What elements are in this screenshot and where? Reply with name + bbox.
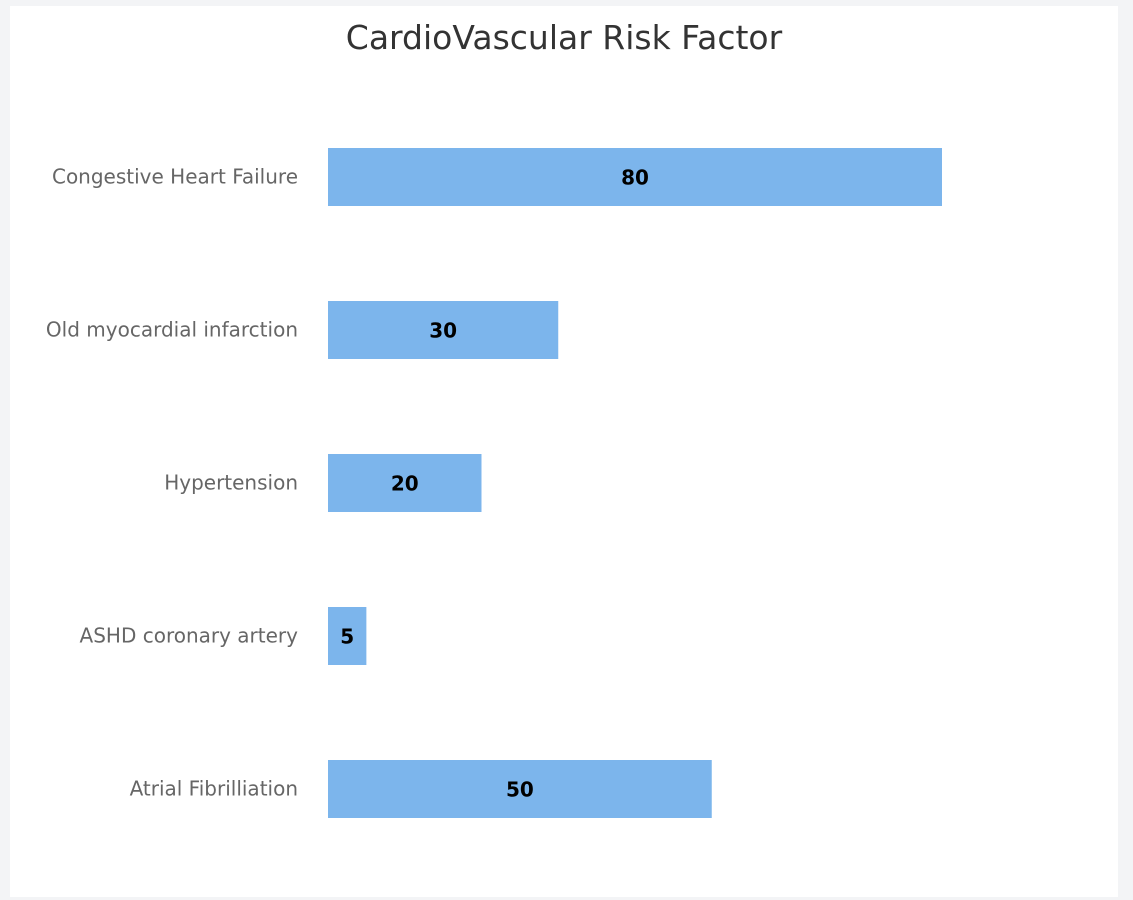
- data-labels: 80 30 20 5 50: [340, 166, 649, 802]
- category-label: Congestive Heart Failure: [52, 165, 298, 189]
- data-label: 30: [429, 319, 457, 343]
- bar: [328, 301, 559, 359]
- data-label: 80: [621, 166, 649, 190]
- bars: [328, 148, 942, 818]
- bar: [328, 607, 367, 665]
- bar: [328, 454, 482, 512]
- bar: [328, 760, 712, 818]
- category-label: Old myocardial infarction: [46, 318, 298, 342]
- category-labels: Congestive Heart Failure Old myocardial i…: [46, 165, 298, 801]
- bar: [328, 148, 942, 206]
- category-label: ASHD coronary artery: [80, 624, 299, 648]
- data-label: 20: [391, 472, 419, 496]
- data-label: 5: [340, 625, 354, 649]
- chart-title: CardioVascular Risk Factor: [345, 18, 783, 57]
- data-label: 50: [506, 778, 534, 802]
- category-label: Hypertension: [164, 471, 298, 495]
- category-label: Atrial Fibrilliation: [130, 777, 298, 801]
